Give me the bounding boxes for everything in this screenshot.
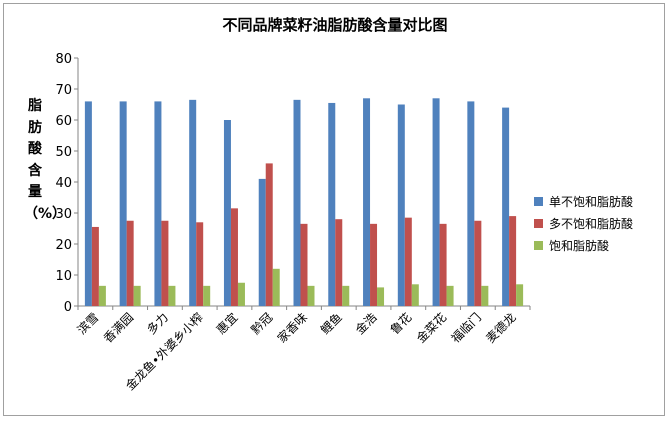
bar bbox=[377, 287, 385, 306]
bar bbox=[84, 101, 92, 307]
bar bbox=[404, 217, 412, 306]
legend-label: 单不饱和脂肪酸 bbox=[549, 194, 634, 209]
bar bbox=[272, 268, 280, 306]
y-tick-labels: 0 10 20 30 40 50 60 70 80 bbox=[55, 52, 72, 315]
bar bbox=[502, 107, 510, 306]
bar bbox=[223, 120, 231, 306]
bar bbox=[154, 101, 162, 307]
bar bbox=[98, 285, 106, 306]
legend-item: 多不饱和脂肪酸 bbox=[534, 212, 633, 234]
bar bbox=[474, 220, 482, 306]
x-tick-label: 滨雪 bbox=[74, 310, 102, 338]
legend-item: 单不饱和脂肪酸 bbox=[534, 190, 633, 212]
bar bbox=[161, 220, 169, 306]
bars bbox=[84, 98, 524, 307]
legend-swatch bbox=[534, 240, 543, 250]
legend-swatch bbox=[534, 218, 543, 228]
bar bbox=[342, 285, 350, 306]
x-tick-label: 黔冠 bbox=[248, 310, 276, 338]
bar bbox=[411, 284, 419, 306]
legend-swatch bbox=[534, 196, 543, 206]
legend-label: 饱和脂肪酸 bbox=[549, 238, 610, 253]
bar bbox=[300, 223, 308, 306]
bar bbox=[189, 99, 197, 306]
chart-title: 不同品牌菜籽油脂肪酸含量对比图 bbox=[222, 16, 448, 34]
bar bbox=[446, 285, 454, 306]
bar bbox=[509, 216, 517, 306]
bar bbox=[258, 178, 266, 306]
x-tick-label: 多力 bbox=[144, 310, 171, 337]
bar bbox=[432, 98, 440, 306]
bar bbox=[293, 99, 301, 306]
bar bbox=[481, 285, 489, 306]
y-tick-label: 80 bbox=[55, 52, 72, 67]
bar bbox=[237, 282, 245, 306]
bar bbox=[133, 285, 141, 306]
legend: 单不饱和脂肪酸 多不饱和脂肪酸 饱和脂肪酸 bbox=[534, 190, 633, 256]
y-tick-label: 10 bbox=[55, 269, 72, 284]
bar bbox=[168, 285, 176, 306]
x-tick-label: 金浩 bbox=[352, 310, 380, 338]
bar bbox=[265, 163, 273, 306]
bar bbox=[363, 98, 371, 306]
legend-item: 饱和脂肪酸 bbox=[534, 234, 633, 256]
bar bbox=[196, 222, 204, 306]
bar bbox=[203, 285, 211, 306]
bar bbox=[307, 285, 315, 306]
bar bbox=[516, 284, 524, 306]
y-tick-label: 20 bbox=[55, 238, 72, 253]
bar bbox=[91, 226, 99, 306]
bar bbox=[467, 101, 475, 307]
x-tick-label: 家香味 bbox=[274, 310, 310, 346]
y-tick-label: 0 bbox=[64, 300, 72, 315]
x-tick-label: 金菜花 bbox=[413, 310, 449, 346]
bar bbox=[335, 219, 343, 306]
y-tick-label: 70 bbox=[55, 83, 72, 98]
x-tick-label: 鲤鱼 bbox=[318, 310, 345, 337]
x-tick-label: 鲁花 bbox=[387, 310, 415, 338]
bar bbox=[370, 223, 378, 306]
bar bbox=[126, 220, 134, 306]
y-tick-label: 40 bbox=[55, 176, 72, 191]
x-tick-label: 香满园 bbox=[101, 310, 136, 345]
bar bbox=[397, 104, 405, 306]
bar bbox=[328, 102, 336, 306]
bar bbox=[119, 101, 127, 307]
legend-label: 多不饱和脂肪酸 bbox=[549, 216, 634, 231]
x-tick-label: 惠宜 bbox=[213, 310, 241, 338]
bar bbox=[230, 208, 238, 306]
bar bbox=[439, 223, 447, 306]
x-tick-label: 麦德龙 bbox=[483, 310, 519, 346]
x-tick-label: 福临门 bbox=[448, 310, 484, 346]
y-tick-label: 30 bbox=[55, 207, 72, 222]
y-axis-label: 脂肪酸含量（%） bbox=[24, 98, 67, 222]
y-tick-label: 50 bbox=[55, 145, 72, 160]
y-tick-label: 60 bbox=[55, 114, 72, 129]
